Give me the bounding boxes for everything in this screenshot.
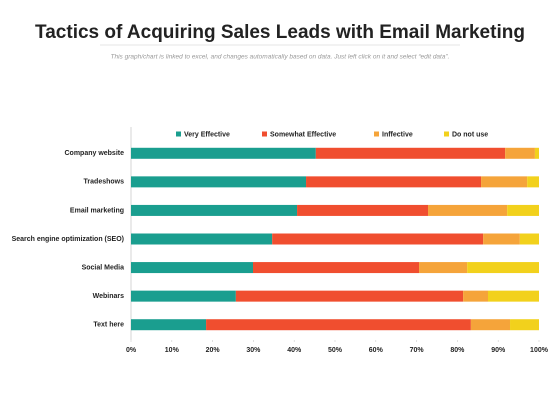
- x-tick-label: 60%: [369, 347, 384, 354]
- bar-segment: [428, 204, 508, 216]
- legend-label: Inffective: [382, 131, 413, 138]
- y-tick-label: Search engine optimization (SEO): [12, 236, 124, 243]
- x-tick-label: 30%: [246, 347, 261, 354]
- x-tick-label: 20%: [206, 347, 221, 354]
- bar-segment: [206, 319, 471, 331]
- bar-segment: [131, 147, 316, 159]
- bar-segment: [272, 233, 484, 245]
- bar-segment: [235, 290, 464, 302]
- legend-label: Very Effective: [184, 131, 230, 138]
- bar-segment: [131, 262, 253, 274]
- bar-segment: [419, 262, 468, 274]
- bar-segment: [505, 147, 535, 159]
- x-tick-label: 10%: [165, 347, 180, 354]
- bar-segment: [131, 176, 307, 188]
- x-tick-label: 40%: [287, 347, 302, 354]
- bar-segment: [131, 233, 273, 245]
- bar-segment: [131, 290, 236, 302]
- y-tick-label: Text here: [93, 322, 124, 329]
- y-tick-label: Social Media: [82, 264, 125, 271]
- bar-segment: [297, 204, 429, 216]
- legend-swatch: [374, 131, 379, 137]
- bar-segment: [507, 204, 539, 216]
- chart-subtitle: This graph/chart is linked to excel, and…: [111, 54, 450, 61]
- bar-segment: [510, 319, 539, 331]
- bar-segment: [467, 262, 539, 274]
- x-tick-label: 90%: [491, 347, 506, 354]
- legend-label: Somewhat Effective: [270, 131, 336, 138]
- legend-swatch: [176, 131, 181, 137]
- bar-segment: [470, 319, 511, 331]
- x-tick-label: 80%: [450, 347, 465, 354]
- bar-segment: [463, 290, 488, 302]
- bar-segment: [252, 262, 420, 274]
- y-tick-label: Company website: [64, 150, 124, 157]
- bar-segment: [527, 176, 539, 188]
- bar-segment: [131, 204, 298, 216]
- bar-segment: [488, 290, 539, 302]
- y-tick-label: Webinars: [93, 293, 124, 300]
- bar-segment: [483, 233, 520, 245]
- y-tick-label: Tradeshows: [84, 179, 125, 186]
- bar-segment: [534, 147, 539, 159]
- bar-segment: [306, 176, 482, 188]
- legend-swatch: [444, 131, 449, 137]
- bar-segment: [481, 176, 528, 188]
- x-tick-label: 50%: [328, 347, 343, 354]
- x-tick-label: 100%: [530, 347, 549, 354]
- bar-segment: [315, 147, 506, 159]
- bar-segment: [519, 233, 539, 245]
- x-tick-label: 0%: [126, 347, 137, 354]
- y-tick-label: Email marketing: [70, 207, 124, 214]
- chart-title: Tactics of Acquiring Sales Leads with Em…: [35, 22, 525, 43]
- legend-label: Do not use: [452, 131, 488, 138]
- bar-segment: [131, 319, 207, 331]
- legend-swatch: [262, 131, 267, 137]
- x-tick-label: 70%: [410, 347, 425, 354]
